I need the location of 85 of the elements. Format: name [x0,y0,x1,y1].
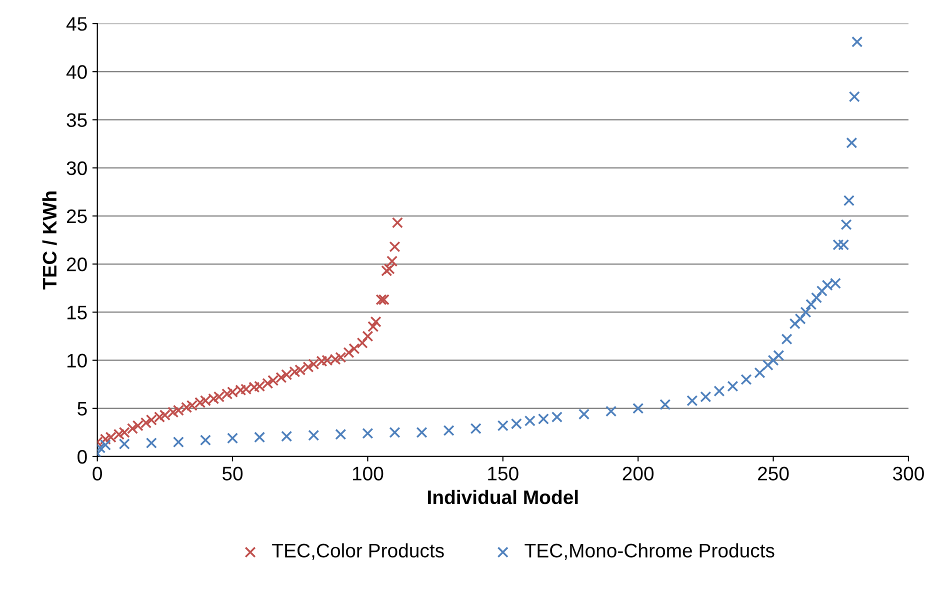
point [806,298,817,310]
point [100,434,112,445]
x-tick-label: 300 [892,466,924,480]
y-tick-label: 35 [66,113,87,127]
point [362,330,374,342]
point [846,137,858,148]
point [343,347,354,358]
y-tick-label: 15 [67,306,87,320]
point [376,294,387,306]
point [754,367,766,378]
point [443,424,454,436]
x-axis-title: Individual Model [428,490,578,504]
legend-label: TEC,Color Products [272,543,444,560]
point [789,318,800,330]
point [838,239,850,250]
point [538,413,550,425]
x-tick-label: 150 [488,466,518,480]
point [308,430,320,441]
point [335,352,346,363]
point [416,426,428,438]
point [510,418,522,430]
point [172,436,184,448]
y-tick-label: 40 [66,65,87,79]
point [832,239,844,250]
y-tick-label: 5 [78,402,87,416]
point [254,432,266,443]
point [551,411,563,423]
legend-label: TEC,Mono-Chrome Products [524,543,774,560]
point [384,263,395,274]
point [773,350,784,362]
point [335,428,346,440]
point [118,426,130,438]
point [762,360,774,371]
y-tick-label: 10 [67,354,87,368]
point [794,313,806,324]
point [840,219,852,230]
point [348,343,360,354]
point [118,438,130,450]
point [281,430,292,442]
y-tick-label: 45 [66,17,87,31]
x-tick-label: 100 [352,466,384,480]
point [378,294,390,306]
point [816,285,828,297]
point [686,395,698,406]
point [700,391,712,402]
point [356,337,368,349]
point [368,321,379,332]
point [768,354,779,366]
point [660,398,671,410]
x-tick-label: 200 [622,466,654,480]
y-tick-label: 0 [78,450,87,464]
point [389,426,400,438]
x-tick-label: 0 [92,466,102,480]
point [226,432,238,444]
point [146,437,157,449]
y-tick-label: 20 [66,258,87,272]
point [605,406,617,417]
point [126,423,138,434]
y-tick-label: 25 [66,209,87,224]
point [781,334,792,345]
x-tick-label: 250 [758,466,789,480]
point [389,241,400,252]
point [727,380,738,392]
point [800,306,812,318]
point [470,423,482,434]
point [386,256,398,267]
point [370,316,382,328]
point [848,91,860,102]
point [200,434,212,446]
point [843,195,855,206]
y-tick-label: 30 [66,161,87,176]
y-axis-title: TEC / KWh [42,192,57,290]
point [362,428,374,439]
point [852,36,863,48]
point [100,439,112,450]
point [392,217,404,228]
point [810,292,822,304]
x-tick-label: 50 [222,466,243,480]
point [524,415,536,426]
point [632,402,644,414]
point [578,408,590,420]
point [714,385,725,397]
point [497,420,508,432]
point [381,265,392,276]
point [740,374,752,386]
